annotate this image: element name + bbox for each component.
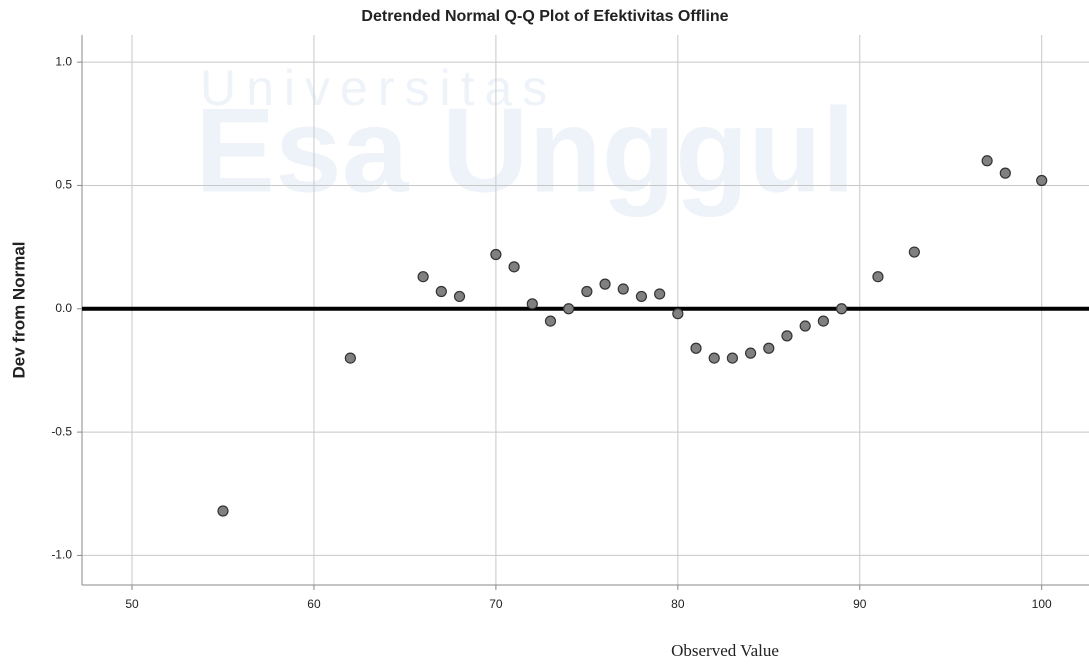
point <box>672 308 684 320</box>
point <box>544 315 557 327</box>
point <box>617 283 629 295</box>
point <box>453 290 466 303</box>
y-tick-label: 0.5 <box>55 178 72 192</box>
point <box>745 347 757 359</box>
point <box>799 320 811 332</box>
point <box>781 330 793 342</box>
point <box>344 352 356 364</box>
point <box>417 271 429 283</box>
point <box>563 303 575 315</box>
y-tick-label: -0.5 <box>51 424 72 438</box>
watermark: Universitas <box>200 60 557 116</box>
y-axis-label: Dev from Normal <box>9 242 28 379</box>
x-tick-label: 60 <box>307 597 321 611</box>
point <box>690 342 702 354</box>
point <box>526 298 538 310</box>
point <box>435 285 447 298</box>
y-tick-label: 1.0 <box>55 54 72 68</box>
point <box>981 155 993 167</box>
point <box>872 271 884 283</box>
point <box>835 303 848 315</box>
chart-title: Detrended Normal Q-Q Plot of Efektivitas… <box>361 8 728 25</box>
x-tick-label: 80 <box>671 597 685 611</box>
point <box>726 352 739 364</box>
x-axis-label: Observed Value <box>671 641 779 660</box>
point <box>635 290 648 303</box>
point <box>999 167 1011 179</box>
x-tick-label: 100 <box>1032 597 1052 611</box>
point <box>817 315 829 327</box>
x-tick-label: 90 <box>853 597 867 611</box>
point <box>763 342 775 354</box>
point <box>217 505 229 517</box>
point <box>654 288 666 300</box>
point <box>599 278 611 290</box>
point <box>1036 174 1048 187</box>
point <box>508 261 520 273</box>
watermark: Esa Unggul <box>195 84 855 218</box>
x-tick-label: 50 <box>125 597 139 611</box>
point <box>708 352 720 364</box>
x-tick-label: 70 <box>489 597 503 611</box>
point <box>581 285 593 298</box>
point <box>490 248 502 261</box>
point <box>908 246 920 258</box>
y-tick-label: 0.0 <box>55 301 72 315</box>
y-tick-label: -1.0 <box>51 548 72 562</box>
